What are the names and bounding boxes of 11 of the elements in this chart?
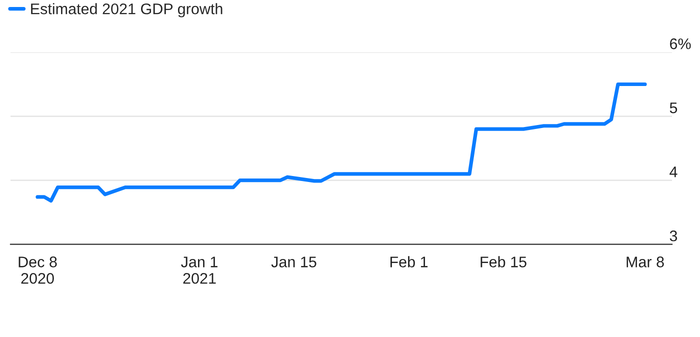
x-tick-label: Jan 1 2021 <box>181 256 218 284</box>
x-tick-label: Feb 1 <box>390 256 428 268</box>
x-tick-label: Feb 15 <box>480 256 526 268</box>
y-tick-label: 5 <box>670 102 678 114</box>
x-tick-label: Mar 8 <box>626 256 664 268</box>
legend-label: Estimated 2021 GDP growth <box>31 3 222 18</box>
y-tick-label: 3 <box>670 230 678 242</box>
y-tick-label: 4 <box>670 166 678 178</box>
y-tick-label: 6% <box>670 38 691 50</box>
x-tick-label: Dec 8 2020 <box>18 256 57 284</box>
x-tick-label: Jan 15 <box>271 256 316 268</box>
